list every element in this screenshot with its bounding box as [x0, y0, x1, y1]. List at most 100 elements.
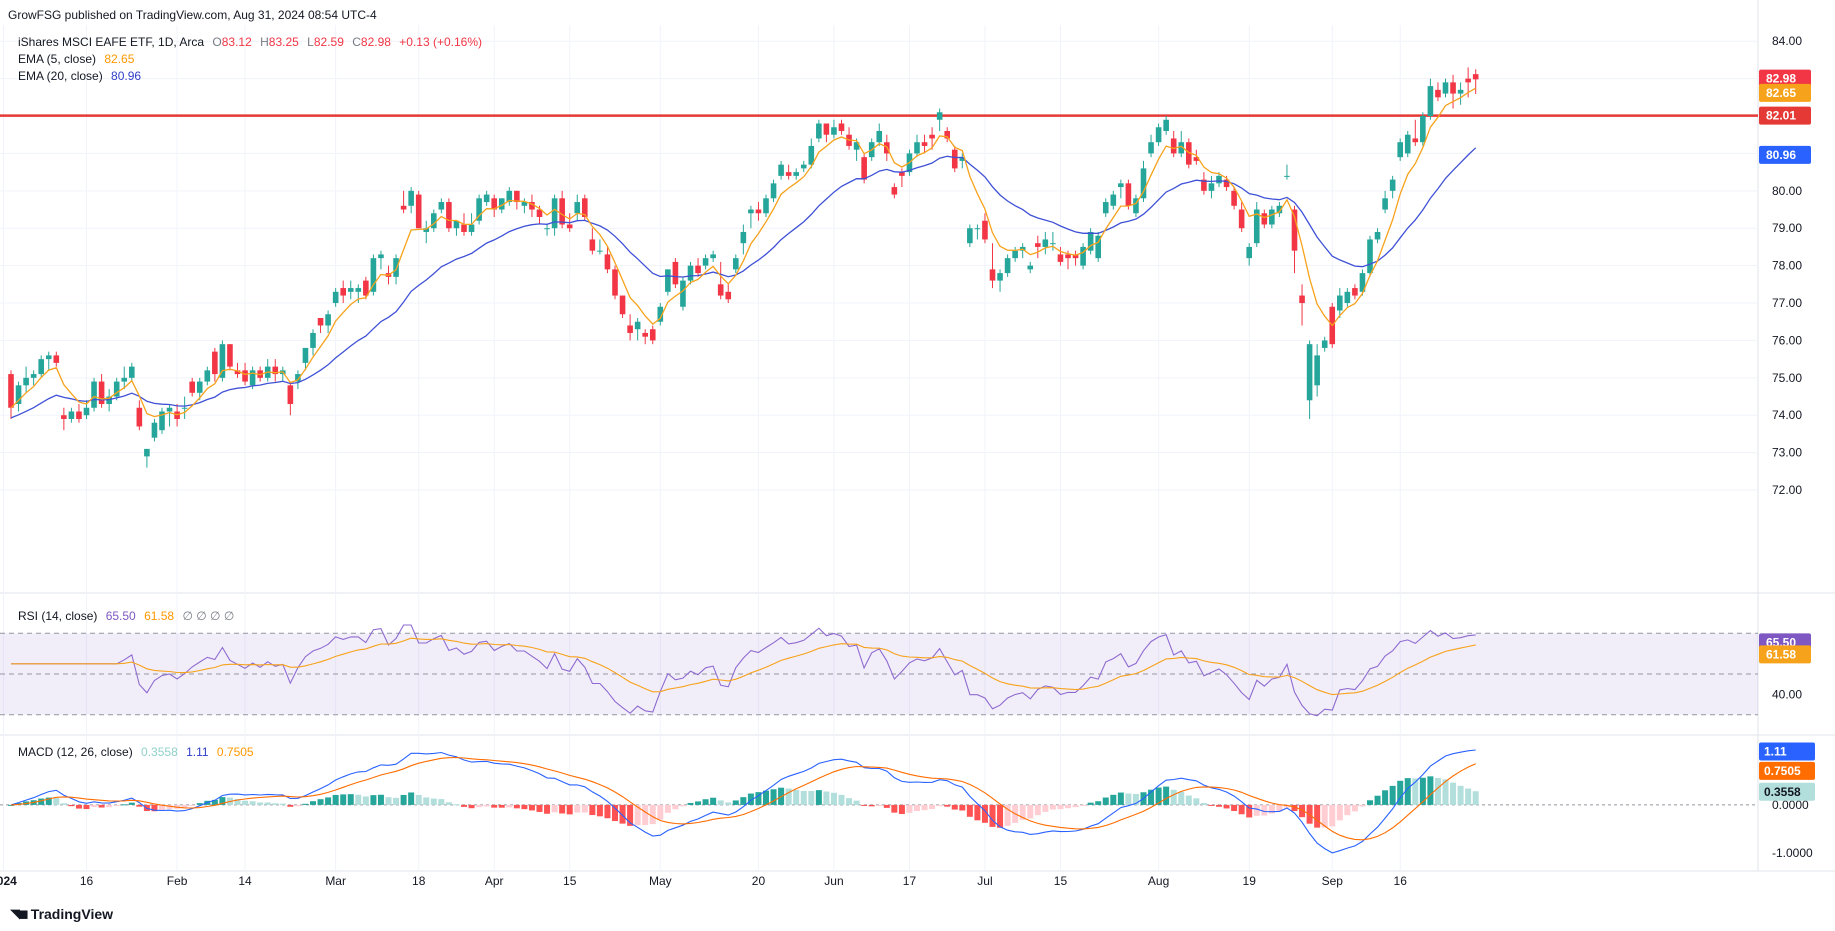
- macd-histogram-bar: [604, 804, 611, 819]
- macd-histogram-bar: [1367, 800, 1373, 805]
- macd-histogram-bar: [1321, 804, 1328, 828]
- macd-histogram-bar: [785, 788, 792, 805]
- candle-body: [725, 291, 732, 300]
- candle-body: [1397, 142, 1403, 158]
- macd-histogram-bar: [1374, 795, 1381, 805]
- candle-body: [710, 254, 716, 259]
- macd-histogram-bar: [868, 804, 875, 807]
- macd-histogram-bar: [1412, 778, 1419, 805]
- date-tick-label: 2024: [0, 874, 17, 888]
- date-tick-label: 19: [1243, 874, 1257, 888]
- macd-histogram-bar: [340, 794, 347, 805]
- candle-body: [415, 194, 422, 229]
- macd-histogram-bar: [181, 804, 188, 808]
- candle-body: [23, 377, 29, 386]
- macd-histogram-bar: [121, 804, 128, 806]
- macd-histogram-bar: [1125, 793, 1132, 805]
- macd-histogram-bar: [687, 802, 694, 805]
- macd-histogram-bar: [45, 797, 52, 805]
- candle-body: [498, 198, 505, 210]
- candle-body: [212, 351, 218, 375]
- macd-histogram-bar: [1193, 798, 1200, 805]
- candle-body: [332, 291, 339, 304]
- macd-histogram-bar: [566, 804, 573, 815]
- macd-histogram-bar: [1472, 791, 1479, 805]
- macd-histogram-bar: [906, 804, 913, 813]
- candle-body: [1382, 198, 1388, 210]
- candle-body: [106, 396, 112, 405]
- candle-body: [816, 123, 822, 139]
- macd-histogram-bar: [60, 803, 67, 805]
- macd-histogram-bar: [1170, 789, 1177, 805]
- macd-histogram-bar: [1389, 785, 1396, 805]
- candle-body: [1337, 295, 1343, 311]
- macd-histogram-bar: [1238, 804, 1245, 815]
- macd-histogram-bar: [234, 798, 241, 805]
- resistance-badge-bg: [1759, 106, 1811, 125]
- macd-histogram-bar: [393, 797, 400, 805]
- macd-tick-label: -1.0000: [1772, 846, 1813, 860]
- candle-body: [1284, 175, 1290, 177]
- candle-body: [1042, 239, 1049, 247]
- tradingview-logo[interactable]: ◥◼ TradingView: [10, 906, 113, 922]
- candle-body: [196, 381, 203, 393]
- macd-histogram-bar: [98, 804, 105, 808]
- macd-histogram-bar: [1163, 786, 1170, 805]
- candle-body: [619, 295, 626, 315]
- ema5-line: [10, 87, 1477, 418]
- candle-body: [808, 145, 815, 165]
- candle-body: [672, 261, 679, 285]
- macd-histogram-bar: [596, 804, 603, 817]
- macd-histogram-bar: [1102, 797, 1109, 805]
- candle-body: [733, 258, 739, 270]
- macd-histogram-bar: [249, 801, 256, 805]
- macd-histogram-bar: [1291, 804, 1298, 812]
- macd-histogram-bar: [332, 794, 339, 805]
- macd-histogram-bar: [619, 804, 626, 824]
- legend-ema20: EMA (20, close) 80.96: [18, 69, 146, 83]
- candle-body: [1133, 198, 1139, 214]
- candle-body: [1065, 254, 1071, 259]
- candle-body: [1057, 254, 1064, 262]
- logo-text: TradingView: [30, 906, 114, 922]
- macd-histogram-bar: [317, 799, 324, 805]
- macd-histogram-bar: [1419, 777, 1426, 805]
- candle-body: [446, 202, 452, 229]
- ohlc-high: H83.25: [260, 35, 299, 49]
- candle-body: [8, 374, 14, 408]
- candle-body: [1427, 86, 1434, 117]
- macd-histogram-bar: [498, 804, 505, 808]
- macd-histogram-bar: [589, 804, 596, 816]
- candle-body: [1253, 209, 1260, 244]
- macd-histogram-bar: [151, 804, 158, 812]
- candle-body: [1102, 202, 1109, 214]
- macd-histogram-bar: [302, 803, 309, 805]
- candle-body: [1420, 116, 1426, 143]
- candle-body: [559, 198, 565, 225]
- macd-histogram-bar: [1450, 782, 1457, 805]
- candle-body: [287, 385, 294, 405]
- macd-histogram-bar: [702, 799, 709, 805]
- macd-histogram-bar: [830, 792, 837, 805]
- candle-body: [604, 254, 611, 270]
- tradingview-logo-icon: ◥◼: [10, 906, 29, 921]
- macd-histogram-bar: [287, 804, 294, 807]
- candle-body: [1223, 179, 1230, 188]
- macd-histogram-bar: [672, 804, 679, 810]
- macd-histogram-bar: [1457, 785, 1464, 805]
- macd-histogram-bar: [808, 791, 815, 805]
- candle-body: [1012, 250, 1018, 259]
- candle-body: [1465, 78, 1471, 83]
- candle-body: [1261, 213, 1268, 225]
- macd-histogram-bar: [951, 804, 958, 810]
- macd-histogram-bar: [1072, 804, 1079, 808]
- macd-histogram-bar: [695, 801, 702, 805]
- macd-histogram-bar: [800, 790, 807, 805]
- macd-badge: 0.3558: [1764, 785, 1801, 799]
- candle-body: [1148, 142, 1154, 154]
- macd-histogram-bar: [740, 797, 747, 805]
- macd-histogram-bar: [710, 797, 717, 805]
- candle-body: [823, 123, 830, 135]
- ema5-badge-bg: [1759, 83, 1811, 102]
